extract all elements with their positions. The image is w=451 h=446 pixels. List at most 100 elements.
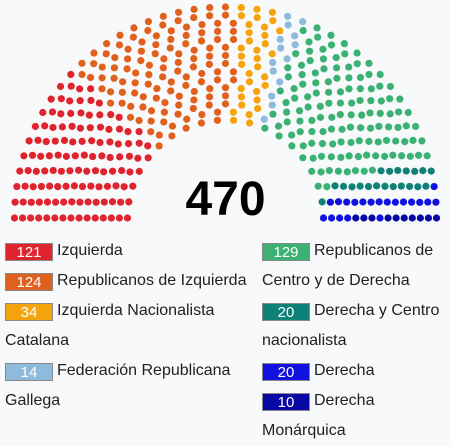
seat-dot-series-1 [145,71,153,79]
seat-dot-series-2 [269,17,277,25]
seat-dot-series-1 [229,76,238,84]
seat-dot-series-6 [375,198,383,206]
seat-dot-series-2 [238,101,246,109]
seat-dot-series-4 [282,99,290,107]
seat-dot-series-4 [313,24,321,32]
seat-dot-series-0 [21,182,29,190]
seat-dot-series-7 [360,214,368,222]
seat-dot-series-1 [190,87,198,96]
seat-dot-series-0 [134,154,142,162]
seat-dot-series-0 [41,122,49,130]
seat-dot-series-6 [336,214,344,222]
seat-dot-series-4 [414,151,423,159]
seat-dot-series-0 [107,214,115,222]
seat-dot-series-0 [39,108,47,117]
legend-swatch: 34 [5,303,53,321]
seat-dot-series-0 [105,125,113,133]
seat-dot-series-5 [373,182,381,190]
seat-dot-series-6 [424,198,432,206]
seat-dot-series-4 [336,111,344,119]
seat-dot-series-4 [340,40,348,48]
seat-dot-series-4 [308,139,316,147]
seat-dot-series-2 [253,13,261,22]
seat-dot-series-0 [37,152,45,160]
seat-dot-series-7 [384,214,392,222]
seat-dot-series-7 [352,214,360,222]
seat-dot-series-1 [144,80,152,88]
seat-dot-series-2 [237,44,245,52]
seat-dot-series-5 [389,183,397,191]
seat-dot-series-0 [20,152,28,160]
seat-dot-series-2 [245,119,254,127]
seat-dot-series-1 [98,85,106,93]
seat-dot-series-3 [276,78,284,86]
seat-dot-series-3 [283,55,291,63]
seat-dot-series-4 [366,109,374,117]
seat-dot-series-1 [190,5,198,13]
seat-dot-series-1 [175,50,183,58]
seat-dot-series-4 [283,118,291,126]
legend-swatch: 129 [262,243,310,261]
seat-dot-series-4 [346,123,355,131]
seat-dot-series-1 [167,78,175,86]
seat-dot-series-1 [135,116,143,125]
seat-dot-series-1 [182,23,191,31]
seat-dot-series-2 [245,29,253,37]
seat-dot-series-1 [213,116,222,124]
seat-dot-series-4 [274,122,283,130]
seat-dot-series-4 [319,45,327,53]
parliament-chart [10,3,441,222]
seat-dot-series-4 [354,152,362,161]
seat-dot-series-2 [261,81,269,90]
seat-dot-series-1 [213,27,222,35]
seat-dot-series-4 [290,85,298,93]
seat-dot-series-4 [336,99,345,107]
seat-dot-series-2 [245,110,253,119]
seat-dot-series-3 [260,115,268,123]
legend-swatch: 14 [5,363,53,381]
seat-dot-series-0 [144,142,152,150]
seat-dot-series-3 [268,101,276,109]
seat-dot-series-1 [166,44,174,52]
seat-dot-series-1 [152,41,160,49]
seat-dot-series-1 [189,104,197,113]
seat-dot-series-0 [75,214,83,222]
seat-dot-series-4 [299,26,307,35]
seat-dot-series-4 [367,85,375,93]
seat-dot-series-1 [160,108,168,116]
seat-dot-series-0 [118,166,126,175]
seat-dot-series-1 [106,88,115,96]
seat-dot-series-4 [304,103,312,111]
seat-dot-series-1 [183,115,191,123]
seat-dot-series-4 [261,124,269,132]
seat-dot-series-4 [338,125,346,133]
legend-swatch: 124 [5,273,53,291]
seat-dot-series-5 [414,183,422,191]
seat-dot-series-1 [206,85,214,93]
seat-dot-series-4 [284,64,292,72]
seat-dot-series-0 [74,166,83,174]
seat-dot-series-1 [198,20,206,29]
seat-dot-series-4 [337,138,345,146]
seat-dot-series-1 [182,124,190,132]
seat-dot-series-1 [175,92,183,100]
seat-dot-series-4 [375,122,383,130]
seat-dot-series-0 [66,97,74,105]
seat-dot-series-0 [29,183,37,191]
seat-dot-series-1 [118,88,126,96]
seat-dot-series-4 [327,125,336,133]
seat-dot-series-1 [106,99,115,107]
seat-dot-series-1 [129,33,137,41]
legend-item-republicanos-de-centro-y-de-derecha: 129 Republicanos de Centro y de Derecha [262,236,451,296]
seat-dot-series-0 [45,152,53,160]
seat-dot-series-0 [31,122,39,131]
seat-dot-series-0 [10,214,19,222]
seat-dot-series-2 [261,73,269,81]
seat-dot-series-1 [221,3,230,11]
seat-dot-series-0 [27,214,35,222]
seat-dot-series-2 [237,85,245,93]
seat-dot-series-0 [60,198,68,206]
seat-dot-series-4 [398,152,406,160]
seat-dot-series-1 [138,38,146,46]
seat-dot-series-0 [71,152,79,160]
